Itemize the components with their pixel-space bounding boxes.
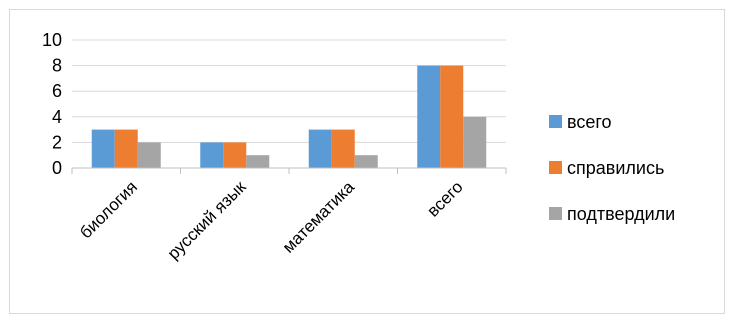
bar-подтвердили-биология	[137, 142, 161, 168]
y-tick-label: 0	[52, 158, 62, 178]
legend-label: подтвердили	[567, 204, 675, 224]
y-tick-labels: 0 2 4 6 8 10	[42, 30, 62, 178]
bar-всего-биология	[91, 129, 115, 168]
x-category-label: всего	[423, 177, 466, 220]
bar-всего-математика	[308, 129, 332, 168]
bar-справились-всего	[440, 65, 464, 168]
bar-справились-математика	[331, 129, 355, 168]
y-tick-label: 10	[42, 30, 62, 50]
bar-справились-русский язык	[223, 142, 247, 168]
bar-справились-биология	[114, 129, 138, 168]
legend-swatch	[549, 115, 562, 128]
bar-всего-всего	[417, 65, 441, 168]
x-category-label: математика	[279, 177, 359, 257]
bar-подтвердили-русский язык	[246, 155, 270, 168]
x-category-label: биология	[76, 177, 141, 242]
axes	[71, 167, 507, 174]
y-tick-label: 4	[52, 107, 62, 127]
bar-подтвердили-всего	[463, 116, 487, 168]
y-tick-label: 8	[52, 56, 62, 76]
bar-подтвердили-математика	[354, 155, 378, 168]
y-tick-label: 6	[52, 81, 62, 101]
bar-всего-русский язык	[200, 142, 224, 168]
legend-swatch	[549, 207, 562, 220]
x-category-label: русский язык	[164, 177, 250, 263]
x-category-labels: биология русский язык математика всего	[76, 177, 466, 263]
y-tick-label: 2	[52, 132, 62, 152]
legend-label: всего	[567, 112, 612, 132]
legend-swatch	[549, 161, 562, 174]
legend-label: справились	[567, 158, 664, 178]
legend: всего справились подтвердили	[549, 112, 675, 224]
bar-series	[91, 65, 487, 168]
